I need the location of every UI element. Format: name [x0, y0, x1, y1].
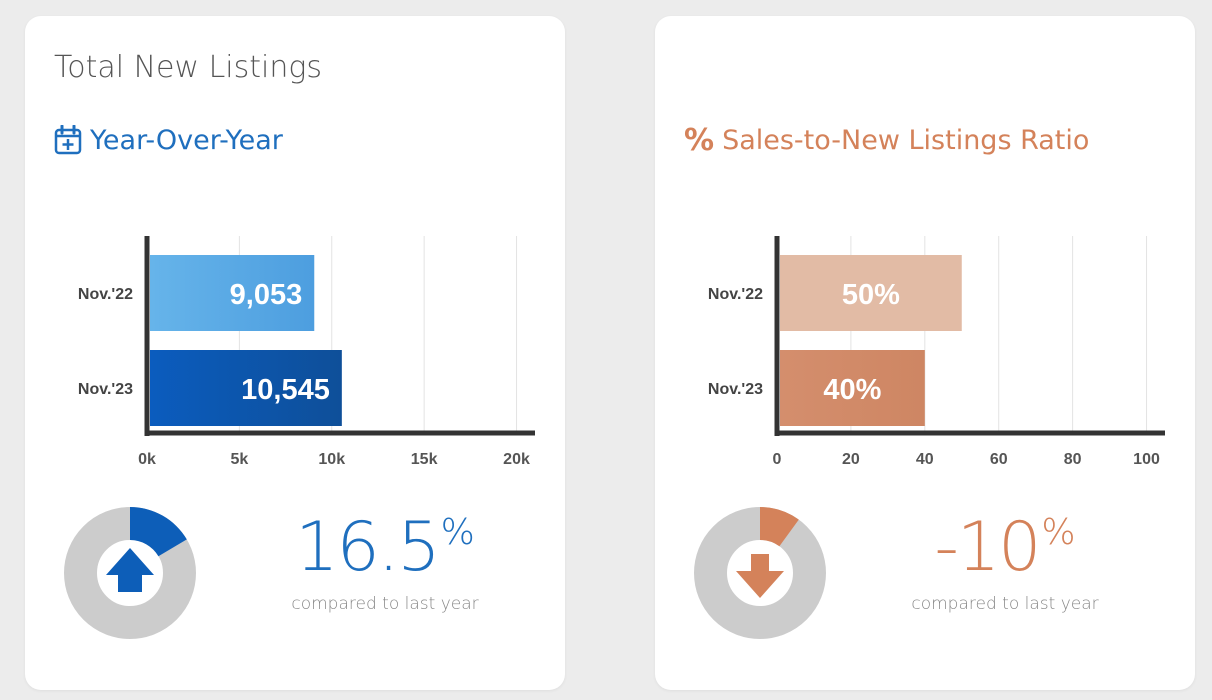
change-donut — [693, 506, 827, 645]
subtitle-label: Sales-to-New Listings Ratio — [722, 124, 1090, 156]
ratio-subtitle: % Sales-to-New Listings Ratio — [684, 122, 1090, 158]
new-listings-bar-chart: 9,053 Nov.'22 10,545 Nov.'23 0k 5k 10k 15k 20k — [25, 211, 565, 481]
x-tick-label: 0 — [773, 451, 782, 468]
subtitle-label: Year-Over-Year — [90, 124, 283, 156]
x-tick-label: 20k — [503, 451, 530, 468]
percent-icon: % — [684, 122, 715, 158]
yoy-subtitle: Year-Over-Year — [54, 123, 283, 157]
x-tick-label: 100 — [1133, 451, 1160, 468]
sales-ratio-card: % Sales-to-New Listings Ratio 50% Nov.'22… — [655, 16, 1195, 690]
x-tick-label: 0k — [138, 451, 156, 468]
new-listings-card: Total New Listings Year-Over-Year 9,053 N… — [25, 16, 565, 690]
sales-ratio-bar-chart: 50% Nov.'22 40% Nov.'23 0 20 40 60 80 100 — [655, 211, 1195, 481]
x-tick-label: 15k — [411, 451, 438, 468]
x-tick-label: 40 — [916, 451, 934, 468]
category-label: Nov.'22 — [78, 286, 133, 303]
bar — [780, 350, 925, 426]
bar-data-label: 50% — [842, 279, 900, 311]
arrow-up-icon — [106, 548, 154, 592]
change-value: 16.5% — [255, 508, 515, 587]
bar-data-label: 9,053 — [230, 279, 303, 311]
card-title: Total New Listings — [54, 50, 322, 85]
bar — [780, 255, 962, 331]
category-label: Nov.'23 — [708, 381, 763, 398]
x-tick-label: 60 — [990, 451, 1008, 468]
change-donut — [63, 506, 197, 645]
change-unit: % — [1041, 512, 1076, 553]
change-number: 16.5 — [295, 508, 440, 587]
calendar-plus-icon — [54, 125, 82, 155]
donut-segment — [130, 507, 187, 557]
x-tick-label: 5k — [230, 451, 248, 468]
bar-data-label: 40% — [823, 374, 881, 406]
change-caption: compared to last year — [291, 594, 479, 614]
x-tick-label: 80 — [1064, 451, 1082, 468]
x-tick-label: 10k — [318, 451, 345, 468]
change-caption: compared to last year — [911, 594, 1099, 614]
arrow-down-icon — [736, 554, 784, 598]
category-label: Nov.'23 — [78, 381, 133, 398]
x-tick-label: 20 — [842, 451, 860, 468]
change-value: -10% — [875, 508, 1135, 587]
change-unit: % — [440, 512, 475, 553]
donut-segment — [760, 507, 799, 547]
bar — [150, 255, 315, 331]
bar — [150, 350, 342, 426]
change-number: -10 — [934, 508, 1041, 587]
bar-data-label: 10,545 — [241, 374, 330, 406]
category-label: Nov.'22 — [708, 286, 763, 303]
